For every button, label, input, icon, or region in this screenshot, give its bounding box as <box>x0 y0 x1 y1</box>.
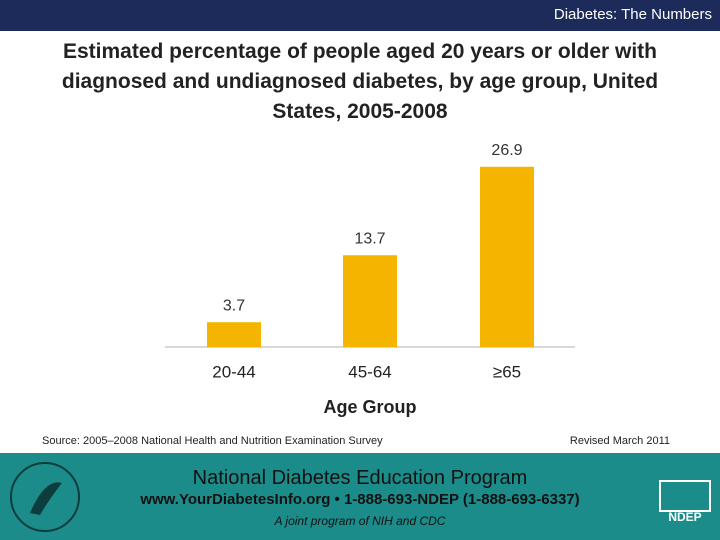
value-label: 13.7 <box>354 230 385 247</box>
bar <box>480 166 534 347</box>
x-tick-label: 20-44 <box>212 362 255 381</box>
chart-title: Estimated percentage of people aged 20 y… <box>61 40 659 123</box>
footer: NDEP National Diabetes Education Program… <box>0 453 720 540</box>
value-label: 3.7 <box>223 297 245 314</box>
bar <box>343 255 397 347</box>
header-title: Diabetes: The Numbers <box>553 6 712 23</box>
program-name: National Diabetes Education Program <box>192 467 528 489</box>
hhs-logo-mark <box>30 482 62 515</box>
bar <box>207 322 261 347</box>
ndep-logo-text: NDEP <box>668 510 701 524</box>
contact-info: www.YourDiabetesInfo.org • 1-888-693-NDE… <box>140 491 580 508</box>
hhs-logo <box>10 462 80 532</box>
x-tick-label: 45-64 <box>348 362 391 381</box>
x-axis-label: Age Group <box>324 397 417 417</box>
x-tick-label: ≥65 <box>493 362 521 381</box>
value-label: 26.9 <box>491 142 522 159</box>
source-note: Source: 2005–2008 National Health and Nu… <box>42 435 383 447</box>
ndep-logo <box>659 480 711 512</box>
tagline: A joint program of NIH and CDC <box>274 514 446 528</box>
revised-note: Revised March 2011 <box>569 435 670 447</box>
chart: Age Group 20-44 3.7 45-64 13.7 ≥65 26.9 <box>165 142 575 417</box>
top-bar: Diabetes: The Numbers <box>0 0 720 31</box>
footer-logos: NDEP <box>10 462 711 532</box>
